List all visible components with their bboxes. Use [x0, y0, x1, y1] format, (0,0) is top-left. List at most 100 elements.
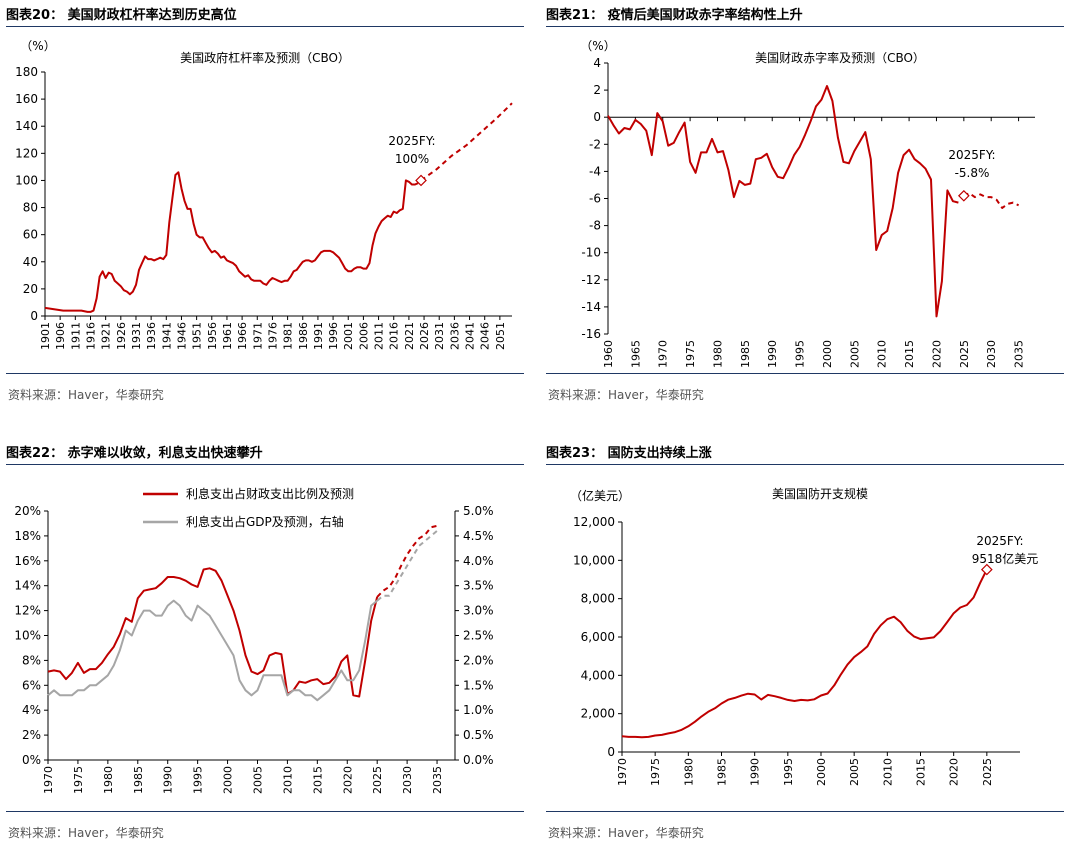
annotation-marker: [980, 563, 993, 576]
x-tick-label: 1970: [657, 340, 670, 368]
x-tick-label: 2020: [930, 340, 943, 368]
x-tick-label: 1991: [312, 322, 325, 350]
x-tick-label: 1990: [749, 758, 762, 786]
x-tick-label: 2016: [388, 322, 401, 350]
legend-label: 利息支出占GDP及预测，右轴: [186, 514, 344, 529]
y-tick-label: 6,000: [581, 630, 615, 644]
x-tick-label: 2035: [1013, 340, 1026, 368]
x-tick-label: 1981: [282, 322, 295, 350]
x-tick-label: 1985: [716, 758, 729, 786]
x-tick-label: 2025: [371, 766, 384, 794]
x-tick-label: 1975: [649, 758, 662, 786]
y-tick-label: 18%: [14, 529, 41, 543]
x-tick-label: 1911: [69, 322, 82, 350]
x-tick-label: 2005: [848, 758, 861, 786]
panel-divider: [6, 811, 524, 812]
x-tick-label: 1985: [132, 766, 145, 794]
annotation-label: 100%: [395, 152, 429, 166]
x-tick-label: 1941: [160, 322, 173, 350]
spending-share-line: [376, 524, 438, 598]
x-tick-label: 1980: [711, 340, 724, 368]
x-tick-label: 2020: [341, 766, 354, 794]
panel-divider: [6, 373, 524, 374]
annotation-label: 9518亿美元: [972, 551, 1039, 566]
x-tick-label: 2036: [448, 322, 461, 350]
x-tick-label: 1975: [72, 766, 85, 794]
panel-defense: 图表23： 国防支出持续上涨 美国国防开支规模 （亿美元） 0 2,000 4,000 6…: [540, 438, 1070, 863]
x-tick-label: 1966: [236, 322, 249, 350]
y-tick-label: -8: [589, 219, 601, 233]
x-tick-label: 2005: [848, 340, 861, 368]
x-tick-label: 2010: [281, 766, 294, 794]
y-tick-label: -2: [589, 137, 601, 151]
y-tick-label: 2: [593, 83, 601, 97]
x-tick-label: 2010: [881, 758, 894, 786]
source-note: 资料来源：Haver，华泰研究: [8, 388, 164, 402]
annotation-marker: [415, 174, 427, 187]
y-tick-label: 14%: [14, 579, 41, 593]
panel-title: 图表23： 国防支出持续上涨: [546, 446, 712, 461]
y-tick-label: 0%: [22, 753, 41, 767]
y2-tick-label: 5.0%: [463, 504, 494, 518]
panel-divider: [546, 464, 1064, 465]
x-tick-label: 2006: [357, 322, 370, 350]
panel-title: 图表22： 赤字难以收敛，利息支出快速攀升: [6, 446, 263, 461]
chart-title: 美国国防开支规模: [772, 486, 868, 501]
y-tick-label: 160: [15, 92, 38, 106]
panel-title: 图表21： 疫情后美国财政赤字率结构性上升: [546, 8, 803, 23]
x-tick-label: 1995: [782, 758, 795, 786]
x-tick-label: 2051: [494, 322, 507, 350]
x-tick-label: 2030: [401, 766, 414, 794]
x-tick-label: 2005: [251, 766, 264, 794]
y2-tick-label: 0.0%: [463, 753, 494, 767]
chart-title: 美国财政赤字率及预测（CBO）: [755, 50, 925, 65]
y-tick-label: -16: [581, 327, 601, 341]
x-tick-label: 2000: [815, 758, 828, 786]
panel-divider: [546, 26, 1064, 27]
x-tick-label: 1971: [251, 322, 264, 350]
x-tick-label: 1921: [100, 322, 113, 350]
defense-chart: 美国国防开支规模 （亿美元） 0 2,000 4,000 6,000 8,000 10,000…: [570, 486, 1039, 786]
annotation-marker: [957, 189, 970, 202]
chart-title: 美国政府杠杆率及预测（CBO）: [180, 50, 350, 65]
y-tick-label: 16%: [14, 554, 41, 568]
panel-leverage: 图表20： 美国财政杠杆率达到历史高位 美国政府杠杆率及预测（CBO） （%） 0 2…: [0, 0, 530, 425]
y-tick-label: 140: [15, 119, 38, 133]
y2-tick-label: 3.5%: [463, 579, 494, 593]
y-tick-label: 4: [593, 56, 601, 70]
data-line: [44, 171, 419, 313]
y-tick-label: 0: [30, 309, 38, 323]
x-tick-label: 2025: [958, 340, 971, 368]
x-tick-label: 2015: [311, 766, 324, 794]
annotation-label: 2025FY:: [388, 134, 435, 148]
y2-tick-label: 4.0%: [463, 554, 494, 568]
y-tick-label: -12: [581, 273, 601, 287]
y-tick-label: 0: [607, 745, 615, 759]
x-tick-label: 2010: [876, 340, 889, 368]
y-tick-label: 8,000: [581, 592, 615, 606]
x-tick-label: 1995: [794, 340, 807, 368]
x-tick-label: 1956: [206, 322, 219, 350]
leverage-chart: 美国政府杠杆率及预测（CBO） （%） 0 20 40 60 80 100 120 140 160 1…: [15, 39, 513, 350]
x-tick-label: 1990: [766, 340, 779, 368]
x-tick-label: 2011: [373, 322, 386, 350]
x-tick-label: 2015: [915, 758, 928, 786]
x-tick-label: 2001: [342, 322, 355, 350]
y2-tick-label: 1.5%: [463, 678, 494, 692]
y-tick-label: 12,000: [573, 515, 615, 529]
x-tick-label: 1901: [39, 322, 52, 350]
x-tick-label: 1946: [175, 322, 188, 350]
y-axis-label: （亿美元）: [570, 488, 630, 503]
x-tick-label: 2021: [403, 322, 416, 350]
x-tick-label: 1906: [54, 322, 67, 350]
y-tick-label: 6%: [22, 678, 41, 692]
y2-tick-label: 2.0%: [463, 653, 494, 667]
x-tick-label: 1985: [739, 340, 752, 368]
y-tick-label: 12%: [14, 604, 41, 618]
y-tick-label: 10%: [14, 629, 41, 643]
annotation-label: 2025FY:: [976, 534, 1023, 548]
deficit-chart: 美国财政赤字率及预测（CBO） （%） -16 -14 -12 -10 -8 -6 -4 -2 0 2…: [580, 39, 1035, 368]
y-tick-label: 80: [23, 201, 38, 215]
x-tick-label: 1975: [684, 340, 697, 368]
y-axis-label: （%）: [580, 39, 615, 53]
